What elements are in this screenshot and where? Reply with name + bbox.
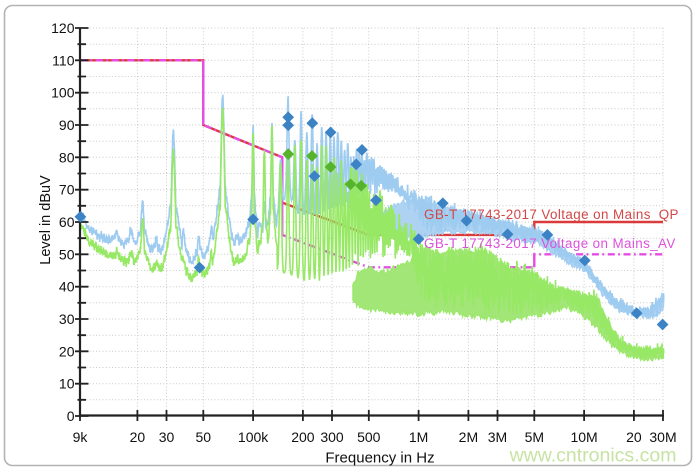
svg-text:Frequency in Hz: Frequency in Hz: [325, 450, 434, 467]
svg-text:80: 80: [59, 149, 75, 165]
svg-text:www.cntronics.com: www.cntronics.com: [509, 445, 677, 467]
svg-text:3M: 3M: [488, 429, 507, 445]
svg-text:20: 20: [59, 343, 75, 359]
svg-text:200: 200: [291, 429, 315, 445]
svg-text:50: 50: [196, 429, 212, 445]
svg-text:9k: 9k: [73, 429, 89, 445]
svg-text:70: 70: [59, 182, 75, 198]
svg-text:100: 100: [51, 85, 75, 101]
svg-text:GB-T 17743-2017 Voltage on Mai: GB-T 17743-2017 Voltage on Mains_AV: [424, 236, 676, 251]
svg-text:5M: 5M: [525, 429, 544, 445]
svg-text:30M: 30M: [649, 429, 676, 445]
svg-text:120: 120: [51, 20, 75, 36]
svg-text:20: 20: [130, 429, 146, 445]
svg-text:60: 60: [59, 214, 75, 230]
svg-text:30: 30: [159, 429, 175, 445]
svg-text:10M: 10M: [570, 429, 597, 445]
svg-text:50: 50: [59, 246, 75, 262]
svg-text:40: 40: [59, 279, 75, 295]
svg-text:110: 110: [52, 52, 75, 68]
svg-text:0: 0: [67, 408, 75, 424]
svg-text:300: 300: [320, 429, 344, 445]
svg-text:500: 500: [357, 429, 381, 445]
svg-text:30: 30: [59, 311, 75, 327]
svg-text:10: 10: [59, 376, 75, 392]
svg-text:Level in dBuV: Level in dBuV: [38, 175, 54, 265]
svg-text:2M: 2M: [459, 429, 478, 445]
svg-text:20: 20: [626, 429, 642, 445]
svg-text:GB-T 17743-2017 Voltage on Mai: GB-T 17743-2017 Voltage on Mains_QP: [424, 207, 679, 222]
svg-text:1M: 1M: [409, 429, 428, 445]
svg-text:100k: 100k: [238, 429, 269, 445]
svg-text:90: 90: [59, 117, 75, 133]
